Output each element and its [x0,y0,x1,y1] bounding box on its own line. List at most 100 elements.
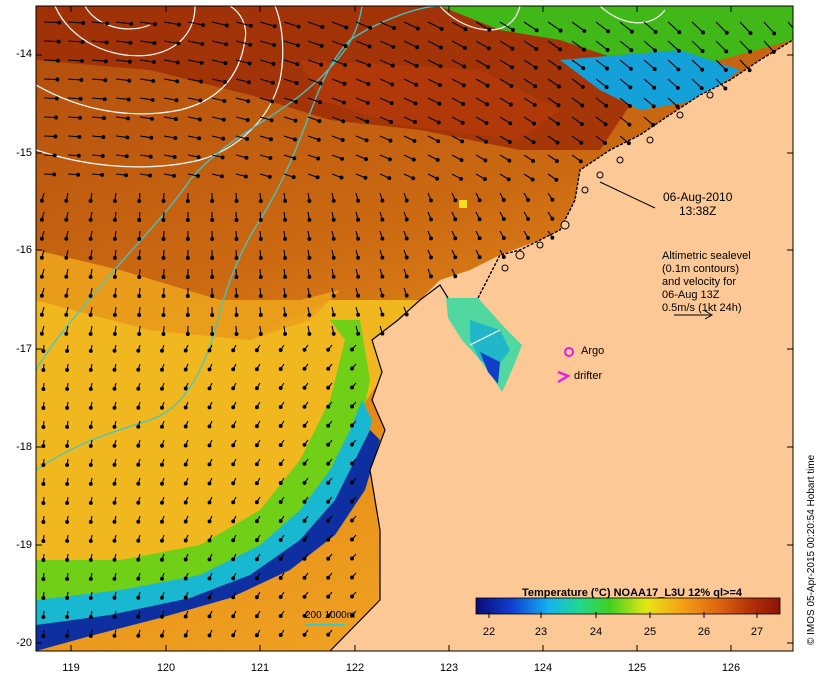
velocity-arrow-head [172,154,177,159]
velocity-arrow-head [350,480,354,485]
isobath-lines [36,6,441,471]
archipelago-coast [477,39,793,299]
velocity-arrow-head [183,405,188,410]
velocity-arrow [259,78,273,84]
velocity-arrow-head [207,348,212,353]
velocity-arrow-head [254,576,259,581]
velocity-arrow-head [318,100,322,105]
velocity-arrow-head [41,425,46,429]
velocity-arrow-head [124,154,129,159]
velocity-arrow-head [65,614,70,619]
velocity-arrow-head [435,176,440,181]
velocity-arrow-head [136,576,141,581]
velocity-arrow-head [482,177,487,182]
velocity-arrow-head [380,312,385,317]
velocity-arrow-head [175,79,180,84]
velocity-arrow-head [533,84,538,89]
velocity-arrow-head [183,576,188,581]
velocity-arrow-head [326,518,331,523]
velocity-arrow-head [278,557,283,561]
velocity-arrow-head [104,40,109,45]
velocity-arrow-head [797,32,800,35]
velocity-arrow-head [126,97,131,102]
velocity-arrow-head [319,62,324,67]
velocity-arrow-head [88,236,93,241]
velocity-arrow [715,21,728,34]
velocity-arrow-head [112,443,117,448]
velocity-arrow-head [302,613,307,618]
velocity-arrow-head [367,44,372,49]
velocity-arrow-head [88,614,93,619]
velocity-arrow-head [137,218,142,222]
velocity-arrow [523,21,538,31]
velocity-arrow-head [331,198,336,203]
velocity-arrow-head [604,103,609,108]
velocity-arrow-head [153,22,158,27]
map-frame [35,5,794,652]
velocity-arrow-head [507,158,512,163]
velocity-arrow [91,116,105,119]
velocity-arrow-head [76,153,81,158]
north-cyan-zone [560,50,740,110]
velocity-arrow-head [254,538,259,543]
coastal-yellow-zone [36,300,420,630]
velocity-arrow-head [389,119,394,124]
velocity-arrow-head [278,614,283,618]
velocity-arrow-head [380,274,385,279]
velocity-arrow [355,97,369,104]
velocity-arrow-head [350,594,354,599]
velocity-arrow-head [88,274,93,279]
velocity-arrow-head [64,293,69,298]
velocity-arrow-head [88,405,93,410]
velocity-arrow-head [88,481,93,486]
velocity-arrow-head [207,557,212,562]
velocity-arrow-head [199,79,204,84]
velocity-arrow [67,59,83,62]
velocity-arrow-head [477,236,482,241]
colorbar-title: Temperature (°C) NOAA17_L3U 12% ql>=4 [522,587,742,599]
velocity-arrow-head [149,135,154,140]
velocity-arrow-head [356,198,361,203]
velocity-arrow-head [331,331,336,336]
velocity-arrow-head [183,557,188,562]
velocity-arrow-head [606,29,611,34]
velocity-arrow-head [413,101,418,106]
velocity-arrow-head [80,40,85,44]
velocity-arrow-head [231,633,236,638]
velocity-arrow-head [320,25,325,29]
velocity-arrow [379,21,395,29]
velocity-arrow-head [78,115,83,120]
velocity-arrow-head [509,83,514,88]
velocity-arrow-head [461,83,466,88]
velocity-arrow-head [388,138,393,143]
velocity-arrow-head [701,30,706,35]
velocity-arrow [283,116,296,122]
velocity-arrow [163,116,176,120]
velocity-arrow-head [65,633,70,638]
velocity-arrow-head [160,519,164,524]
velocity-arrow-head [404,293,409,298]
scale-arrow [674,310,714,320]
velocity-arrow-head [364,157,368,162]
velocity-arrow-head [526,216,531,221]
velocity-arrow-head [231,462,236,467]
altimetry-note-line: 06-Aug 13Z [662,289,720,301]
velocity-arrow [163,21,180,26]
velocity-arrow [427,97,440,105]
velocity-arrow [643,78,655,89]
velocity-arrow-head [341,119,346,124]
velocity-arrow-head [112,274,117,279]
velocity-arrow-head [350,537,354,542]
velocity-arrow-head [248,42,253,47]
velocity-arrow-head [161,218,166,222]
velocity-arrow-head [404,255,409,260]
velocity-arrow-head [344,25,349,30]
velocity-arrow [187,40,203,45]
colorbar [475,597,781,615]
velocity-arrow-head [477,198,482,203]
colorbar-tick-label: 26 [697,626,711,638]
velocity-arrow-head [39,236,44,241]
velocity-arrow-head [578,159,583,164]
velocity-arrow [475,21,490,31]
velocity-arrow-head [126,116,130,121]
